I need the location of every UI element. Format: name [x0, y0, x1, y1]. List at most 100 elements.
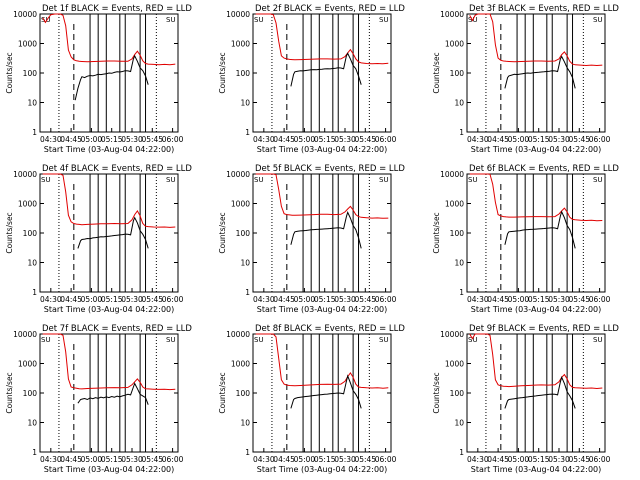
y-tick-label: 1000	[445, 200, 464, 209]
y-axis-title: Counts/sec	[432, 52, 441, 93]
x-tick-label: 04:30	[467, 135, 489, 144]
x-tick-label: 05:30	[121, 135, 143, 144]
y-tick-label: 1000	[18, 200, 37, 209]
x-tick-label: 04:30	[467, 295, 489, 304]
x-tick-label: 05:45	[354, 455, 376, 464]
y-tick-label: 10	[27, 259, 37, 268]
y-tick-label: 1	[459, 448, 464, 457]
x-tick-label: 05:00	[81, 135, 103, 144]
x-tick-label: 04:45	[487, 295, 509, 304]
plot-frame	[252, 333, 392, 453]
y-tick-label: 10000	[13, 170, 37, 179]
y-tick-label: 10000	[226, 170, 250, 179]
x-tick-label: 05:15	[314, 135, 336, 144]
x-tick-label: 04:30	[40, 295, 62, 304]
x-tick-label: 04:30	[467, 455, 489, 464]
x-axis-title: Start Time (03-Aug-04 04:22:00)	[44, 465, 175, 474]
plot-frame	[466, 333, 606, 453]
lld-series-line	[255, 333, 389, 389]
x-tick-label: 05:30	[121, 455, 143, 464]
lld-series-line	[255, 13, 389, 65]
corner-label-right: SU	[166, 16, 176, 24]
events-series-line	[77, 382, 149, 405]
x-tick-label: 05:00	[294, 455, 316, 464]
x-tick-label: 05:45	[354, 135, 376, 144]
panel-title: Det 3f BLACK = Events, RED = LLD	[469, 4, 619, 14]
y-tick-label: 10000	[226, 330, 250, 339]
x-tick-label: 05:45	[568, 295, 590, 304]
y-tick-label: 10	[454, 99, 464, 108]
panel-title: Det 8f BLACK = Events, RED = LLD	[255, 324, 405, 334]
panel-title: Det 1f BLACK = Events, RED = LLD	[42, 4, 192, 14]
y-tick-label: 10	[240, 99, 250, 108]
detector-panel: Det 4f BLACK = Events, RED = LLD SU SU 1 10 1…	[5, 164, 192, 314]
x-tick-label: 05:15	[528, 135, 550, 144]
y-tick-label: 1	[245, 448, 250, 457]
panel-title: Det 5f BLACK = Events, RED = LLD	[255, 164, 405, 174]
y-tick-label: 1	[32, 128, 37, 137]
x-tick-label: 05:00	[81, 295, 103, 304]
corner-label-right: SU	[166, 176, 176, 184]
x-tick-label: 04:45	[60, 455, 82, 464]
corner-label-left: SU	[41, 176, 51, 184]
x-tick-label: 04:30	[40, 455, 62, 464]
x-tick-label: 05:30	[121, 295, 143, 304]
events-series-line	[290, 52, 362, 87]
panel-title: Det 9f BLACK = Events, RED = LLD	[469, 324, 619, 334]
lld-series-line	[42, 333, 176, 391]
x-tick-label: 06:00	[589, 455, 611, 464]
corner-label-right: SU	[166, 336, 176, 344]
plot-frame	[39, 173, 179, 293]
x-axis-title: Start Time (03-Aug-04 04:22:00)	[257, 145, 388, 154]
detector-panel: Det 6f BLACK = Events, RED = LLD SU SU 1 10 1…	[432, 164, 619, 314]
y-axis-title: Counts/sec	[218, 212, 227, 253]
y-axis-title: Counts/sec	[218, 52, 227, 93]
y-tick-label: 1	[459, 128, 464, 137]
panel-title: Det 4f BLACK = Events, RED = LLD	[42, 164, 192, 174]
x-tick-label: 05:30	[548, 295, 570, 304]
events-series-line	[290, 374, 362, 409]
x-tick-label: 05:30	[334, 135, 356, 144]
x-tick-label: 05:15	[314, 455, 336, 464]
x-tick-label: 04:30	[40, 135, 62, 144]
x-tick-label: 04:45	[60, 135, 82, 144]
x-tick-label: 05:15	[101, 455, 123, 464]
x-tick-label: 05:00	[294, 295, 316, 304]
y-tick-label: 10	[454, 419, 464, 428]
x-tick-label: 05:30	[334, 455, 356, 464]
corner-label-right: SU	[379, 176, 389, 184]
x-tick-label: 04:45	[273, 295, 295, 304]
x-tick-label: 05:15	[528, 295, 550, 304]
events-series-line	[504, 210, 576, 249]
x-tick-label: 05:45	[354, 295, 376, 304]
x-tick-label: 05:00	[81, 455, 103, 464]
events-series-line	[504, 55, 576, 89]
y-axis-title: Counts/sec	[5, 52, 14, 93]
y-tick-label: 100	[236, 229, 251, 238]
y-tick-label: 100	[23, 229, 38, 238]
x-tick-label: 05:30	[548, 455, 570, 464]
panel-title: Det 2f BLACK = Events, RED = LLD	[255, 4, 405, 14]
plot-frame	[252, 173, 392, 293]
panel-title: Det 7f BLACK = Events, RED = LLD	[42, 324, 192, 334]
y-tick-label: 100	[450, 229, 465, 238]
lld-series-line	[42, 13, 176, 66]
x-tick-label: 05:15	[314, 295, 336, 304]
x-tick-label: 04:45	[60, 295, 82, 304]
x-tick-label: 06:00	[375, 455, 397, 464]
y-tick-label: 1	[32, 288, 37, 297]
x-axis-title: Start Time (03-Aug-04 04:22:00)	[257, 465, 388, 474]
lld-series-line	[469, 333, 603, 390]
x-tick-label: 04:45	[487, 135, 509, 144]
x-tick-label: 05:00	[508, 295, 530, 304]
y-tick-label: 100	[450, 69, 465, 78]
x-tick-label: 06:00	[589, 295, 611, 304]
y-tick-label: 1000	[445, 360, 464, 369]
y-tick-label: 100	[236, 389, 251, 398]
corner-label-right: SU	[379, 336, 389, 344]
panel-title: Det 6f BLACK = Events, RED = LLD	[469, 164, 619, 174]
corner-label-left: SU	[41, 336, 51, 344]
x-tick-label: 04:45	[487, 455, 509, 464]
x-tick-label: 04:45	[273, 455, 295, 464]
